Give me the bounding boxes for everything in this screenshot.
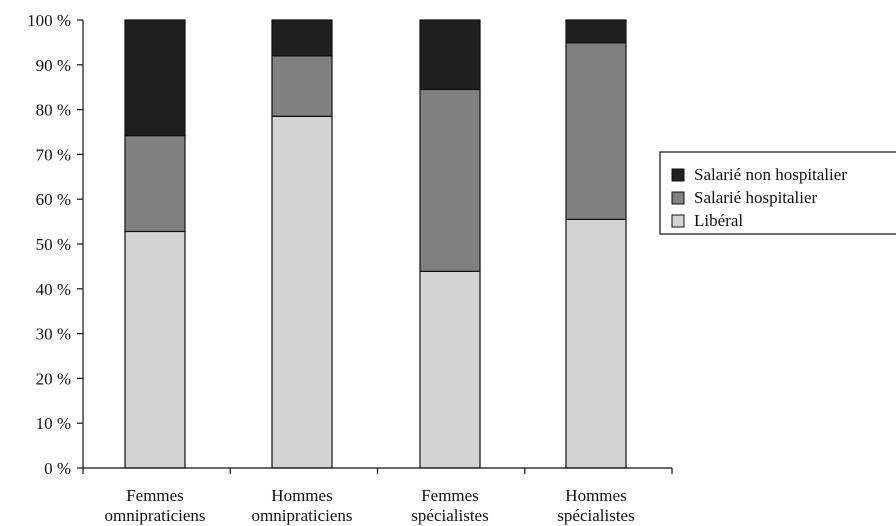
legend-swatch bbox=[671, 191, 685, 205]
y-axis: 0 % 10 % 20 % 30 % 40 % 50 % 60 % 70 % 80 % 90 % 1… bbox=[27, 11, 84, 478]
bar-segment bbox=[271, 19, 333, 57]
bar-segment bbox=[419, 270, 481, 469]
x-category-label: spécialistes bbox=[411, 506, 488, 525]
x-category-label: omnipraticiens bbox=[104, 506, 205, 525]
y-tick-label: 90 % bbox=[36, 56, 71, 75]
bars bbox=[124, 19, 627, 469]
bar-segment bbox=[565, 42, 627, 220]
y-tick-label: 10 % bbox=[36, 414, 71, 433]
y-tick-label: 0 % bbox=[44, 459, 71, 478]
bar-segment bbox=[271, 115, 333, 469]
bar-segment bbox=[271, 55, 333, 117]
y-tick-label: 50 % bbox=[36, 235, 71, 254]
legend-label: Salarié non hospitalier bbox=[694, 165, 847, 184]
y-tick-label: 40 % bbox=[36, 280, 71, 299]
y-tick-label: 100 % bbox=[27, 11, 71, 30]
bar-segment bbox=[124, 230, 186, 469]
x-category-label: Hommes bbox=[271, 486, 332, 505]
legend-label: Libéral bbox=[694, 211, 743, 230]
legend: Salarié non hospitalier Salarié hospitali… bbox=[659, 151, 896, 235]
x-category-label: Hommes bbox=[565, 486, 626, 505]
bar-segment bbox=[124, 19, 186, 137]
legend-swatch bbox=[671, 214, 685, 228]
x-axis: FemmesomnipraticiensHommesomnipraticiens… bbox=[82, 467, 673, 525]
x-category-label: Femmes bbox=[126, 486, 184, 505]
bar-segment bbox=[419, 19, 481, 91]
bar-segment bbox=[565, 218, 627, 469]
y-tick-label: 30 % bbox=[36, 325, 71, 344]
y-tick-label: 80 % bbox=[36, 101, 71, 120]
y-tick-label: 20 % bbox=[36, 369, 71, 388]
y-tick-label: 70 % bbox=[36, 145, 71, 164]
bar-segment bbox=[565, 19, 627, 44]
x-category-label: Femmes bbox=[421, 486, 479, 505]
bar-segment bbox=[419, 88, 481, 272]
legend-box bbox=[659, 151, 896, 235]
legend-swatch bbox=[671, 168, 685, 182]
legend-label: Salarié hospitalier bbox=[694, 188, 818, 207]
y-tick-label: 60 % bbox=[36, 190, 71, 209]
x-category-label: spécialistes bbox=[557, 506, 634, 525]
bar-segment bbox=[124, 134, 186, 233]
x-category-label: omnipraticiens bbox=[251, 506, 352, 525]
